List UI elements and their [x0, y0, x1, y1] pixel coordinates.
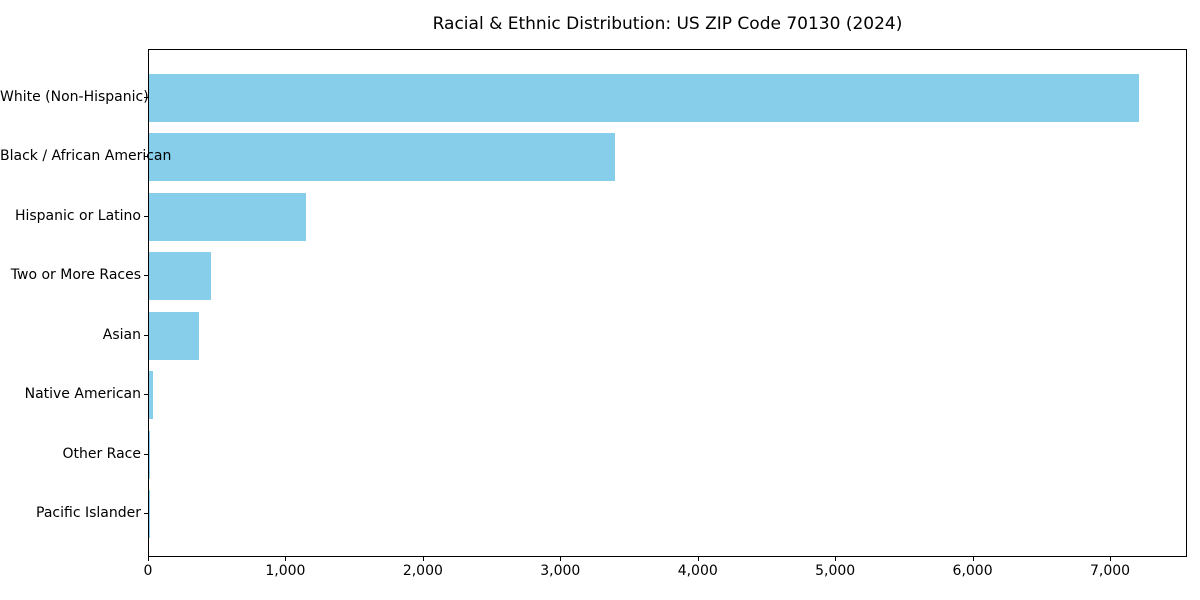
x-tick-mark — [972, 557, 974, 561]
y-axis-label: White (Non-Hispanic) — [0, 89, 149, 105]
y-tick-mark — [144, 156, 148, 158]
x-tick-mark — [285, 557, 287, 561]
bar-native-american — [149, 371, 154, 420]
y-axis-label: Hispanic or Latino — [14, 207, 141, 224]
x-tick-mark — [697, 557, 699, 561]
x-tick-label: 6,000 — [952, 563, 993, 579]
x-tick-mark — [422, 557, 424, 561]
y-axis-label: Native American — [24, 386, 141, 403]
x-tick-label: 2,000 — [402, 563, 443, 579]
bar-black-african-american — [149, 133, 615, 182]
x-tick-label: 5,000 — [815, 563, 856, 579]
bar-asian — [149, 311, 200, 360]
x-tick-label: 0 — [143, 563, 153, 579]
y-tick-mark — [144, 334, 148, 336]
bar-hispanic-or-latino — [149, 192, 306, 241]
bar-other-race — [149, 430, 151, 479]
plot-area — [148, 49, 1187, 557]
bar-pacific-islander — [149, 490, 150, 538]
y-tick-mark — [144, 275, 148, 277]
x-tick-mark — [835, 557, 837, 561]
x-tick-label: 4,000 — [677, 563, 718, 579]
y-tick-mark — [144, 394, 148, 396]
y-axis-label: Asian — [102, 326, 141, 343]
y-tick-mark — [144, 97, 148, 98]
y-axis-label: Black / African American — [0, 148, 172, 165]
y-axis-label: Other Race — [62, 445, 141, 462]
y-tick-mark — [144, 513, 148, 514]
bar-two-or-more-races — [149, 252, 211, 301]
x-tick-label: 1,000 — [265, 563, 306, 579]
x-tick-mark — [560, 557, 562, 561]
x-tick-label: 3,000 — [540, 563, 581, 579]
x-tick-label: 7,000 — [1089, 563, 1131, 579]
chart-title: Racial & Ethnic Distribution: US ZIP Cod… — [432, 14, 903, 34]
y-tick-mark — [144, 215, 148, 217]
y-axis-label: Pacific Islander — [36, 505, 141, 521]
x-tick-mark — [148, 557, 149, 561]
y-tick-mark — [144, 453, 148, 455]
y-axis-label: Two or More Races — [10, 267, 141, 284]
x-tick-mark — [1110, 557, 1112, 561]
bar-white-non-hispanic — [149, 74, 1139, 122]
